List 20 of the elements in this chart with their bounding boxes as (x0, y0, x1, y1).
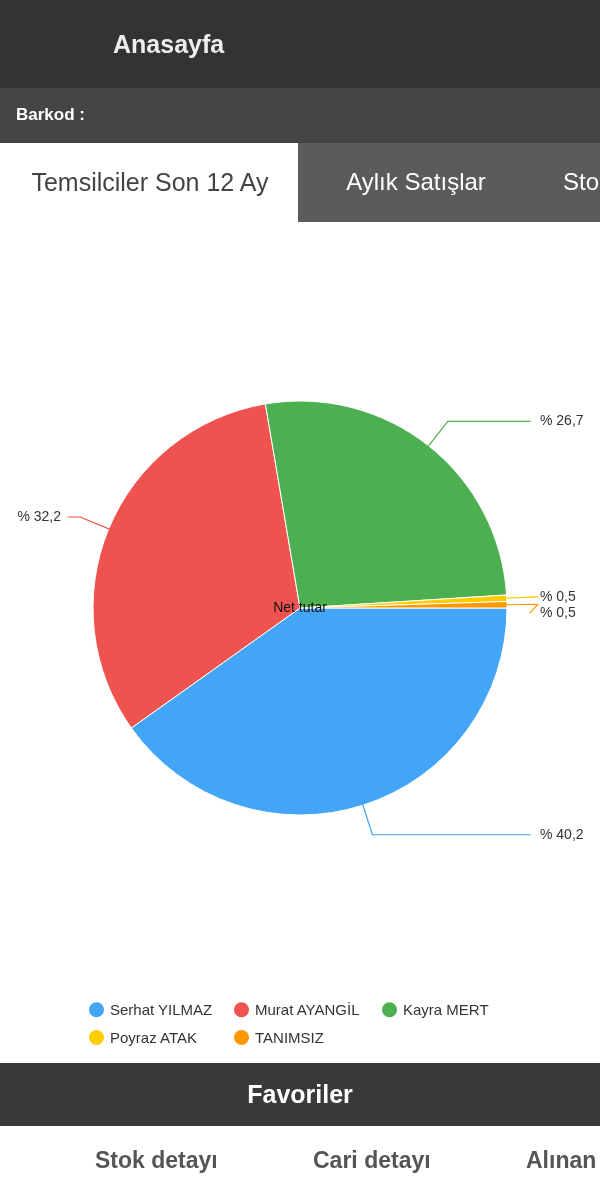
text: Aylık Satışlar (346, 168, 486, 195)
legend-label: Kayra MERT (403, 1000, 489, 1018)
text: Sto (563, 168, 600, 195)
legend-label: TANIMSIZ (255, 1028, 324, 1046)
data-label: % 0,5 (540, 587, 577, 604)
text: Barkod : (16, 105, 85, 124)
legend-label: Murat AYANGİL (255, 1000, 360, 1018)
data-label: % 32,2 (17, 507, 62, 524)
data-label: % 40,2 (540, 825, 584, 842)
legend-label: Poyraz ATAK (110, 1028, 197, 1046)
text: Alınan (526, 1147, 597, 1173)
data-label: % 26,7 (540, 412, 584, 429)
legend-label: Serhat YILMAZ (110, 1000, 213, 1018)
text: Net tutar (273, 599, 328, 615)
text: Anasayfa (113, 30, 226, 58)
text: Cari detayı (313, 1147, 431, 1173)
text: Favoriler (247, 1080, 354, 1108)
data-label: % 0,5 (540, 603, 577, 620)
chart-title: Temsilciler Son 12 Ay (31, 168, 270, 196)
text: Stok detayı (95, 1147, 218, 1173)
